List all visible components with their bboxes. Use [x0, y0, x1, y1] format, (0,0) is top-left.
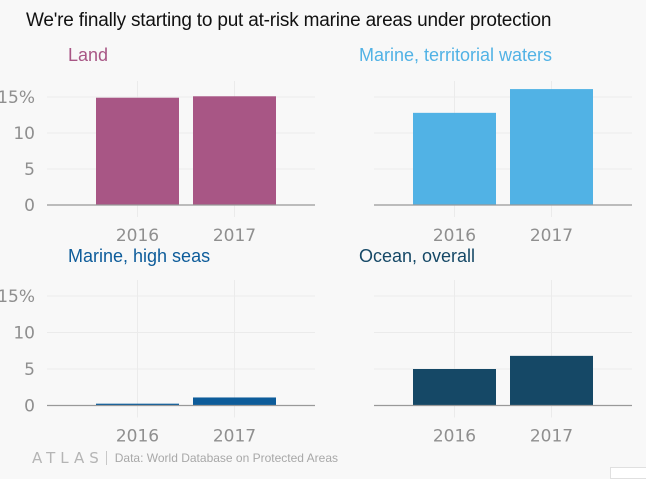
x-tick-label: 2016 [116, 427, 159, 447]
bar-2016 [413, 369, 496, 406]
bar-2017 [510, 89, 593, 205]
bar-2017 [193, 397, 276, 406]
bar-2016 [96, 403, 179, 406]
x-tick-label: 2016 [116, 226, 159, 246]
y-tick-label: 5 [24, 360, 35, 380]
y-tick-label: 10 [13, 124, 35, 144]
y-tick-label: 0 [24, 397, 35, 417]
y-tick-label: 15% [0, 287, 35, 307]
panel-title-ocean-overall: Ocean, overall [359, 246, 476, 266]
panel-title-land: Land [68, 45, 109, 65]
x-tick-label: 2016 [433, 427, 476, 447]
corner-widget [610, 467, 646, 479]
bar-2016 [96, 97, 179, 205]
chart-title: We're finally starting to put at-risk ma… [26, 10, 552, 31]
x-tick-label: 2017 [530, 226, 573, 246]
footer-divider [105, 451, 107, 465]
x-tick-label: 2017 [213, 226, 256, 246]
y-tick-label: 10 [13, 324, 35, 344]
atlas-logo: ATLAS [32, 449, 104, 467]
x-tick-label: 2017 [530, 427, 573, 447]
panel-title-territorial-waters: Marine, territorial waters [359, 45, 553, 65]
footer: ATLAS Data: World Database on Protected … [32, 449, 338, 467]
x-tick-label: 2017 [213, 427, 256, 447]
y-tick-label: 15% [0, 88, 35, 108]
y-tick-label: 0 [24, 196, 35, 216]
bar-2016 [413, 112, 496, 205]
x-tick-label: 2016 [433, 226, 476, 246]
panel-title-high-seas: Marine, high seas [68, 246, 211, 266]
source-note: Data: World Database on Protected Areas [114, 451, 338, 465]
bar-2017 [510, 355, 593, 406]
y-tick-label: 5 [24, 160, 35, 180]
bar-2017 [193, 96, 276, 205]
